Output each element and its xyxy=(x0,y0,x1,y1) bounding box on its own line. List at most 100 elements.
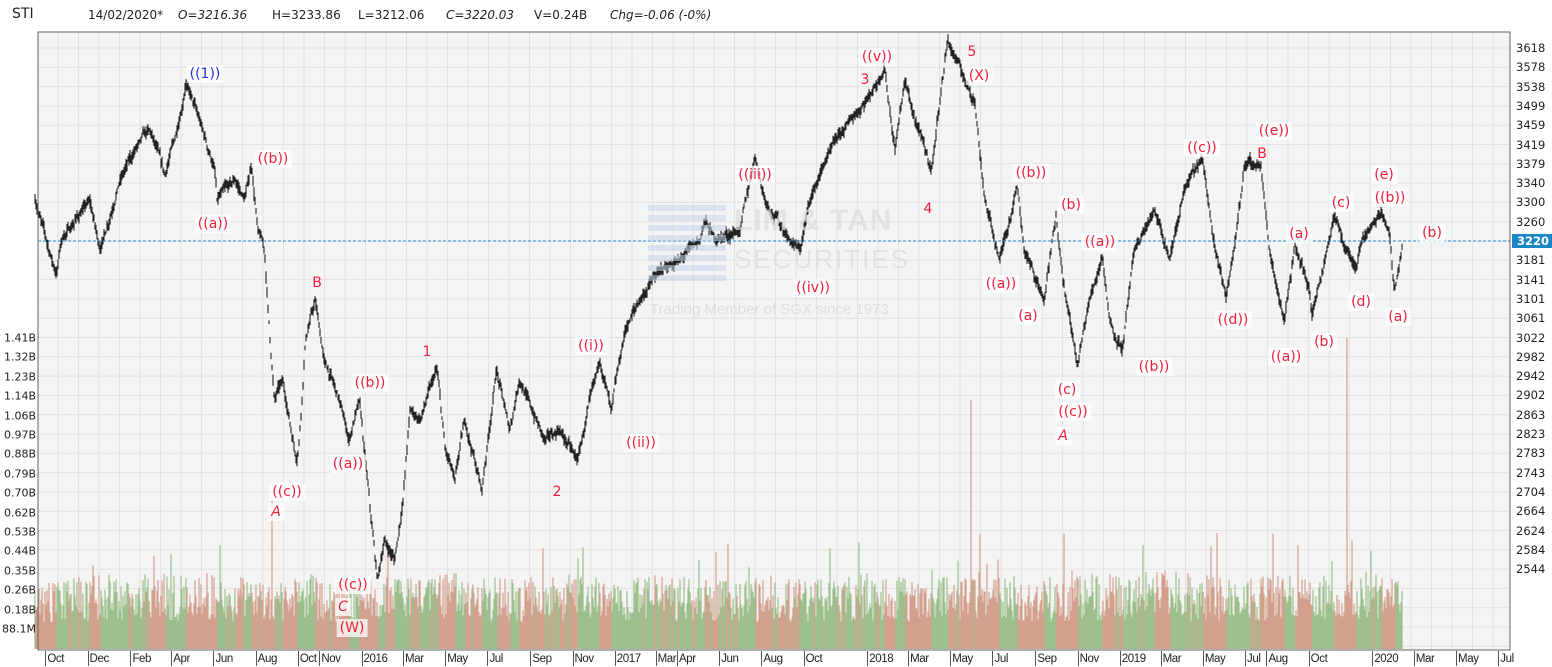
time-tick-label: 2019 xyxy=(1119,651,1146,666)
volume-tick-label: 1.32B xyxy=(3,350,36,364)
wave-label: 2 xyxy=(552,484,562,500)
wave-label: ((b)) xyxy=(1012,164,1050,182)
volume-tick-label: 0.97B xyxy=(3,428,36,442)
time-tick-label: Feb xyxy=(130,651,152,666)
time-tick-label: May xyxy=(445,651,468,666)
price-tick-label: 3101 xyxy=(1516,291,1546,306)
high-value: H=3233.86 xyxy=(272,8,341,22)
time-tick-label: Nov xyxy=(319,651,341,666)
volume-tick-label: 0.35B xyxy=(3,564,36,578)
wave-label: (b) xyxy=(1311,333,1337,351)
volume-tick-label: 0.44B xyxy=(3,544,36,558)
volume-tick-label: 0.62B xyxy=(3,506,36,520)
time-tick-label: 2020 xyxy=(1372,651,1399,666)
wave-label: ((b)) xyxy=(1135,358,1173,376)
time-tick-label: Mar xyxy=(655,651,677,666)
price-tick-label: 2902 xyxy=(1516,388,1546,403)
volume-tick-label: 1.41B xyxy=(3,331,36,345)
wave-label: (X) xyxy=(965,67,993,85)
wave-label: (e) xyxy=(1371,166,1397,184)
volume-tick-label: 1.06B xyxy=(3,409,36,423)
wave-label: ((a)) xyxy=(194,215,232,233)
time-tick-label: Mar xyxy=(403,651,424,666)
time-tick-label: Jul xyxy=(1245,651,1261,666)
time-tick-label: Aug xyxy=(1266,651,1288,666)
price-tick-label: 2664 xyxy=(1516,504,1546,519)
time-tick-label: Aug xyxy=(761,651,783,666)
price-tick-label: 3340 xyxy=(1516,176,1546,191)
volume-tick-label: 0.79B xyxy=(3,467,36,481)
wave-label: ((iii)) xyxy=(735,166,775,184)
open-value: O=3216.36 xyxy=(178,8,248,22)
wave-label: ((a)) xyxy=(1267,348,1305,366)
volume-tick-label: 0.26B xyxy=(3,583,36,597)
time-tick-label: 2018 xyxy=(867,651,894,666)
time-tick-label: Jul xyxy=(992,651,1008,666)
volume-tick-label: 88.1M xyxy=(2,622,36,636)
price-tick-label: 3578 xyxy=(1516,60,1546,75)
wave-label: A xyxy=(1055,427,1071,445)
wave-label: A xyxy=(268,503,284,521)
price-tick-label: 3260 xyxy=(1516,214,1546,229)
price-tick-label: 3419 xyxy=(1516,137,1546,152)
wave-label: 5 xyxy=(967,44,977,60)
time-tick-label: Jun xyxy=(213,651,233,666)
time-tick-label: Oct xyxy=(1308,651,1328,666)
wave-label: ((v)) xyxy=(858,48,896,66)
volume-tick-label: 1.14B xyxy=(3,389,36,403)
wave-label: ((c)) xyxy=(335,576,371,594)
wave-label: ((i)) xyxy=(575,337,607,355)
change-value: Chg=-0.06 (-0%) xyxy=(610,8,712,22)
time-tick-label: Nov xyxy=(1077,651,1099,666)
wave-label: (c) xyxy=(1054,381,1080,399)
time-tick-label: Sep xyxy=(530,651,552,666)
wave-label: ((b)) xyxy=(351,374,389,392)
time-tick-label: Mar xyxy=(1160,651,1182,666)
time-tick-label: Dec xyxy=(87,651,109,666)
wave-label: 4 xyxy=(923,201,933,217)
price-tick-label: 2942 xyxy=(1516,369,1546,384)
price-tick-label: 3459 xyxy=(1516,118,1546,133)
time-tick-label: Mar xyxy=(1413,651,1435,666)
wave-label: 1 xyxy=(422,344,432,360)
wave-label: ((iv)) xyxy=(792,279,834,297)
price-tick-label: 3499 xyxy=(1516,98,1546,113)
low-value: L=3212.06 xyxy=(358,8,425,22)
price-tick-label: 3141 xyxy=(1516,272,1546,287)
time-tick-label: Oct xyxy=(803,651,823,666)
time-tick-label: May xyxy=(1456,651,1479,666)
wave-label: (c) xyxy=(1328,194,1354,212)
time-tick-label: Jul xyxy=(487,651,503,666)
time-tick-label: 2016 xyxy=(361,651,388,666)
wave-label: ((ii)) xyxy=(623,434,659,452)
wave-label: (b) xyxy=(1419,224,1445,242)
wave-label: ((e)) xyxy=(1255,122,1293,140)
time-tick-label: Oct xyxy=(45,651,65,666)
price-tick-label: 3300 xyxy=(1516,195,1546,210)
wave-label: ((c)) xyxy=(1184,139,1220,157)
wave-label: ((1)) xyxy=(186,65,224,83)
price-tick-label: 2584 xyxy=(1516,542,1546,557)
volume-tick-label: 0.53B xyxy=(3,525,36,539)
wave-label: (b) xyxy=(1058,196,1084,214)
wave-label: ((c)) xyxy=(269,483,305,501)
current-price-tag: 3220 xyxy=(1512,234,1552,248)
volume-value: V=0.24B xyxy=(534,8,588,22)
time-tick-label: Sep xyxy=(1035,651,1057,666)
quote-date: 14/02/2020* xyxy=(88,8,164,22)
volume-tick-label: 1.23B xyxy=(3,370,36,384)
time-tick-label: Apr xyxy=(171,651,190,666)
close-value: C=3220.03 xyxy=(446,8,515,22)
price-tick-label: 3379 xyxy=(1516,156,1546,171)
wave-label: C xyxy=(335,598,351,616)
price-tick-label: 2982 xyxy=(1516,349,1546,364)
wave-label: (a) xyxy=(1015,307,1041,325)
time-tick-label: Mar xyxy=(908,651,929,666)
time-tick-label: May xyxy=(950,651,973,666)
wave-label: B xyxy=(312,275,322,291)
time-tick-label: May xyxy=(1202,651,1226,666)
wave-label: ((a)) xyxy=(982,275,1020,293)
volume-tick-label: 0.18B xyxy=(3,603,36,617)
price-tick-label: 3618 xyxy=(1516,41,1546,55)
price-tick-label: 3061 xyxy=(1516,311,1546,326)
